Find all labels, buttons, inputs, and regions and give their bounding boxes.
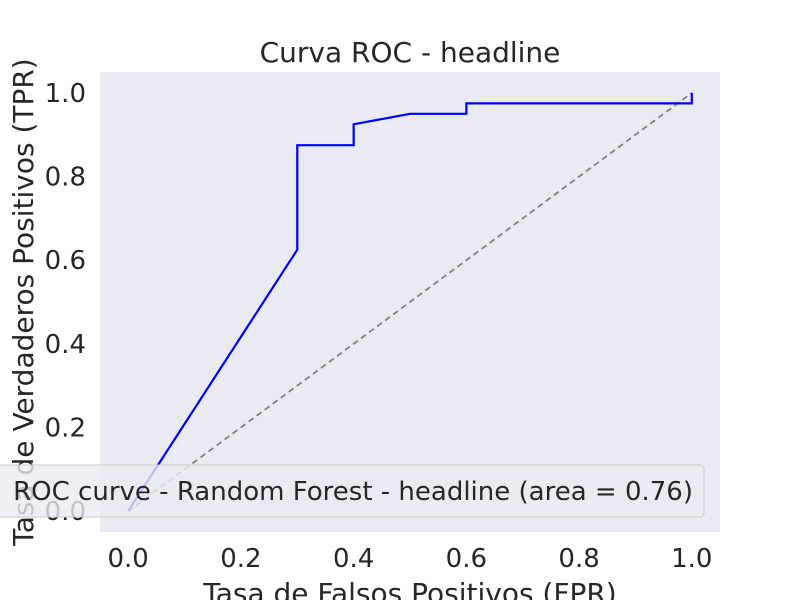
legend: ROC curve - Random Forest - headline (ar… bbox=[0, 464, 705, 518]
y-tick-label: 0.2 bbox=[45, 413, 86, 443]
x-tick-label: 0.6 bbox=[446, 544, 487, 574]
x-tick-label: 0.0 bbox=[108, 544, 149, 574]
legend-box bbox=[0, 464, 705, 518]
x-tick-label: 0.2 bbox=[220, 544, 261, 574]
y-tick-label: 0.6 bbox=[45, 246, 86, 276]
x-tick-label: 0.4 bbox=[333, 544, 374, 574]
chart-title: Curva ROC - headline bbox=[260, 36, 561, 69]
legend-entry-roc: ROC curve - Random Forest - headline (ar… bbox=[13, 477, 693, 507]
roc-curve-line bbox=[127, 92, 693, 512]
series-layer bbox=[127, 92, 693, 512]
x-tick-label: 1.0 bbox=[671, 544, 712, 574]
x-tick-labels: 0.0 0.2 0.4 0.6 0.8 1.0 bbox=[108, 544, 713, 574]
y-tick-label: 1.0 bbox=[45, 79, 86, 109]
chance-diagonal-line bbox=[127, 92, 693, 512]
x-tick-label: 0.8 bbox=[558, 544, 599, 574]
y-tick-label: 0.4 bbox=[45, 330, 86, 360]
y-tick-label: 0.8 bbox=[45, 163, 86, 193]
y-tick-labels: 0.00.20.40.60.81.0 bbox=[45, 79, 86, 527]
x-axis-label: Tasa de Falsos Positivos (FPR) bbox=[202, 577, 616, 600]
